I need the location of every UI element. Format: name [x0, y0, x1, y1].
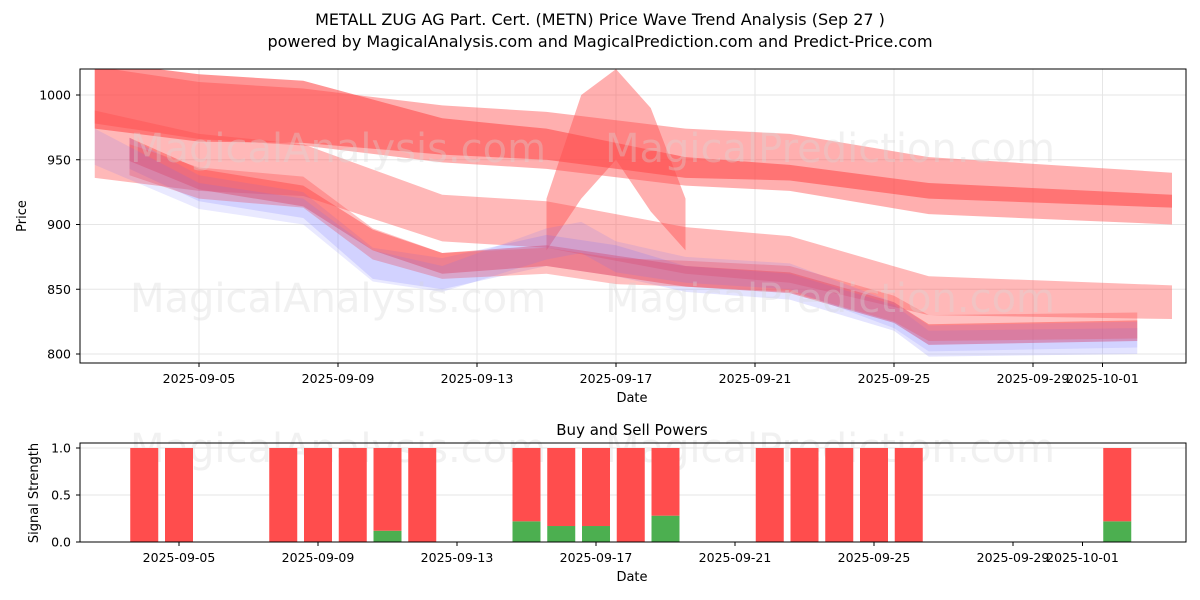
sell-bar — [860, 448, 888, 542]
main-bands — [94, 69, 1172, 357]
main-ticks: 800 850 900 950 1000 2025-09-05 2025-09-09 2025… — [39, 88, 1139, 387]
sell-bar — [1103, 448, 1132, 522]
y-tick-label: 900 — [47, 217, 71, 232]
sell-bar — [338, 448, 367, 542]
wave-band-price-wave-1 — [129, 137, 1138, 345]
wave-band-middle — [94, 110, 1172, 320]
x-tick-label: 2025-09-21 — [699, 550, 772, 565]
x-tick-label: 2025-09-05 — [143, 550, 216, 565]
x-tick-label: 2025-09-09 — [302, 371, 375, 386]
x-tick-label: 2025-09-17 — [580, 371, 653, 386]
watermark: MagicalAnalysis.com — [130, 276, 546, 322]
bars-xlabel: Date — [616, 570, 647, 585]
sell-bar — [269, 448, 298, 542]
y-tick-label: 0.0 — [51, 535, 71, 550]
x-tick-label: 2025-09-21 — [719, 371, 792, 386]
sell-bar — [130, 448, 159, 542]
sell-bar — [165, 448, 193, 542]
bars-title: Buy and Sell Powers — [556, 421, 708, 439]
main-ylabel: Price — [15, 200, 30, 232]
y-tick-label: 1000 — [39, 88, 71, 103]
buy-bar — [651, 515, 680, 542]
x-tick-label: 2025-09-25 — [858, 371, 931, 386]
bars-ylabel: Signal Strength — [27, 443, 42, 543]
sell-bar — [755, 448, 784, 542]
x-tick-label: 2025-09-29 — [977, 550, 1050, 565]
y-tick-label: 800 — [47, 347, 71, 362]
chart-subtitle: powered by MagicalAnalysis.com and Magic… — [267, 32, 933, 51]
bar-ticks: 0.0 0.5 1.0 2025-09-05 2025-09-09 2025-09-13 2… — [51, 441, 1119, 566]
buy-bar — [373, 530, 402, 542]
wave-band-price-wave-2 — [129, 137, 1138, 357]
sell-bar — [894, 448, 923, 542]
x-tick-label: 2025-09-29 — [997, 371, 1070, 386]
buy-bar — [1103, 521, 1132, 542]
x-tick-label: 2025-09-13 — [421, 550, 494, 565]
wave-band-price-wave-4 — [94, 128, 1138, 352]
sell-bar — [582, 448, 610, 527]
sell-bar — [790, 448, 819, 542]
main-grid — [80, 69, 1186, 363]
buy-bar — [512, 521, 541, 542]
wave-band-upper-core — [94, 69, 1172, 208]
main-watermarks: MagicalAnalysis.com MagicalPrediction.co… — [130, 126, 1055, 472]
watermark: MagicalPrediction.com — [605, 126, 1055, 172]
sell-bar — [408, 448, 437, 542]
chart-title: METALL ZUG AG Part. Cert. (METN) Price W… — [315, 10, 885, 29]
x-tick-label: 2025-09-13 — [441, 371, 514, 386]
y-tick-label: 0.5 — [51, 488, 71, 503]
sell-bar — [825, 448, 854, 542]
x-tick-label: 2025-09-05 — [163, 371, 236, 386]
watermark: MagicalAnalysis.com — [130, 126, 546, 172]
x-tick-label: 2025-10-01 — [1066, 371, 1139, 386]
watermark: MagicalAnalysis.com — [130, 426, 546, 472]
wave-band-price-wave-3 — [129, 144, 1138, 342]
sell-bar — [547, 448, 576, 527]
x-tick-label: 2025-09-09 — [282, 550, 355, 565]
y-tick-label: 950 — [47, 152, 71, 167]
buy-bar — [582, 526, 610, 542]
y-tick-label: 850 — [47, 282, 71, 297]
sell-bar — [512, 448, 541, 522]
buy-bar — [547, 526, 576, 542]
wave-band-spike — [546, 69, 686, 251]
x-tick-label: 2025-09-25 — [838, 550, 911, 565]
x-tick-label: 2025-10-01 — [1046, 550, 1119, 565]
main-xlabel: Date — [616, 391, 647, 406]
main-axes-frame — [79, 68, 1187, 364]
bars — [130, 448, 1132, 542]
sell-bar — [304, 448, 332, 542]
bar-axes-frame — [79, 442, 1187, 543]
y-tick-label: 1.0 — [51, 441, 71, 456]
sell-bar — [651, 448, 680, 516]
sell-bar — [373, 448, 402, 531]
sell-bar — [616, 448, 645, 542]
watermark: MagicalPrediction.com — [605, 276, 1055, 322]
x-tick-label: 2025-09-17 — [560, 550, 633, 565]
